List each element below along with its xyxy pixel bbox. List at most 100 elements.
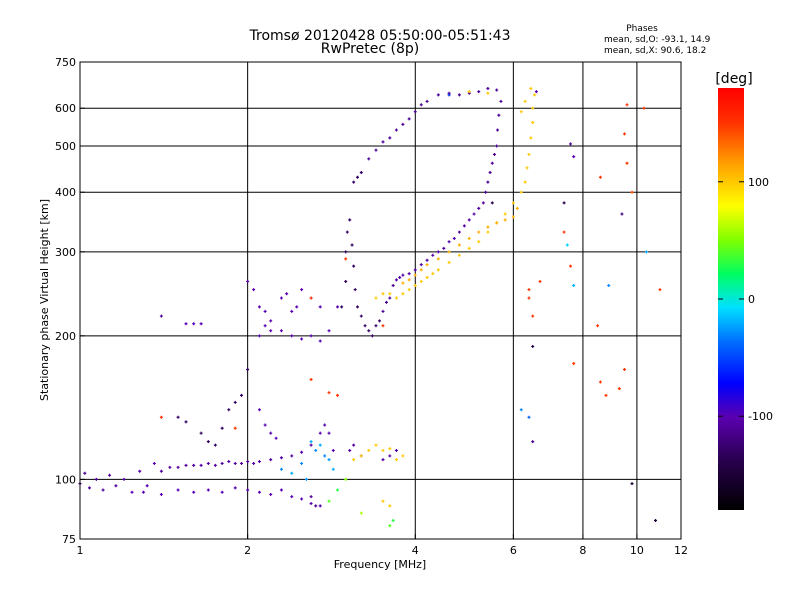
data-point xyxy=(378,319,382,323)
data-point xyxy=(274,436,278,440)
data-point xyxy=(252,461,256,465)
data-point xyxy=(436,93,440,97)
data-point xyxy=(447,240,451,244)
data-point xyxy=(353,288,357,292)
data-point xyxy=(644,250,648,254)
data-point xyxy=(622,132,626,136)
data-point xyxy=(374,443,378,447)
data-point xyxy=(519,190,523,194)
data-point xyxy=(486,230,490,234)
data-point xyxy=(233,461,237,465)
data-point xyxy=(227,460,231,464)
data-point xyxy=(336,393,340,397)
data-point xyxy=(340,305,344,309)
plot-frame xyxy=(79,61,682,540)
colorbar-label: [deg] xyxy=(715,71,752,87)
data-point xyxy=(318,431,322,435)
data-point xyxy=(374,324,378,328)
data-point xyxy=(531,440,535,444)
data-point xyxy=(295,305,299,309)
data-point xyxy=(309,495,313,499)
y-tick-label: 100 xyxy=(55,473,76,486)
data-point xyxy=(359,454,363,458)
data-point xyxy=(381,448,385,452)
x-tick-label: 8 xyxy=(579,544,586,557)
data-point xyxy=(348,218,352,222)
data-point xyxy=(227,408,231,412)
data-point xyxy=(457,253,461,257)
data-point xyxy=(323,423,327,427)
x-axis-ticks: 1 2 4 6 8 10 12 xyxy=(77,534,688,557)
data-point xyxy=(572,361,576,365)
data-point xyxy=(381,292,385,296)
data-point xyxy=(630,190,634,194)
data-point xyxy=(407,272,411,276)
data-point xyxy=(496,128,500,132)
data-point xyxy=(391,519,395,523)
data-point xyxy=(263,324,267,328)
colorbar-tick-label: 100 xyxy=(748,176,769,189)
y-tick-label: 200 xyxy=(55,330,76,343)
data-point xyxy=(327,458,331,462)
data-point xyxy=(562,201,566,205)
data-point xyxy=(359,170,363,174)
data-point xyxy=(467,218,471,222)
data-point xyxy=(490,201,494,205)
data-point xyxy=(138,469,142,473)
data-point xyxy=(529,136,533,140)
colorbar-tick-label: -100 xyxy=(748,410,773,423)
data-point xyxy=(523,180,527,184)
data-point xyxy=(622,367,626,371)
data-point xyxy=(176,415,180,419)
data-point xyxy=(413,268,417,272)
data-point xyxy=(467,90,471,94)
data-point xyxy=(394,128,398,132)
data-point xyxy=(472,212,476,216)
data-point xyxy=(314,504,318,508)
data-point xyxy=(562,230,566,234)
data-point xyxy=(152,461,156,465)
data-point xyxy=(257,305,261,309)
x-tick-label: 12 xyxy=(674,544,688,557)
data-point xyxy=(413,273,417,277)
data-point xyxy=(391,283,395,287)
data-point xyxy=(279,467,283,471)
data-point xyxy=(246,460,250,464)
y-tick-label: 75 xyxy=(62,533,76,546)
x-tick-label: 1 xyxy=(77,544,84,557)
data-point xyxy=(309,443,313,447)
y-tick-label: 750 xyxy=(55,56,76,69)
data-point xyxy=(246,279,250,283)
data-point xyxy=(401,273,405,277)
data-point xyxy=(184,463,188,467)
data-point xyxy=(490,161,494,165)
data-point xyxy=(252,288,256,292)
data-point xyxy=(246,488,250,492)
data-point xyxy=(529,86,533,90)
data-point xyxy=(503,212,507,216)
data-point xyxy=(359,314,363,318)
data-point xyxy=(447,260,451,264)
data-point xyxy=(658,288,662,292)
data-point xyxy=(279,329,283,333)
data-point xyxy=(495,88,499,92)
data-point xyxy=(381,458,385,462)
data-point xyxy=(356,175,360,179)
data-point xyxy=(425,258,429,262)
data-point xyxy=(394,296,398,300)
data-point xyxy=(345,230,349,234)
data-point xyxy=(352,443,356,447)
data-point xyxy=(370,334,374,338)
data-point xyxy=(477,240,481,244)
data-point xyxy=(101,488,105,492)
data-point xyxy=(206,488,210,492)
data-point xyxy=(374,148,378,152)
plot-area xyxy=(80,62,681,539)
data-point xyxy=(257,334,261,338)
data-point xyxy=(503,218,507,222)
data-point xyxy=(394,458,398,462)
data-point xyxy=(642,106,646,110)
chart-subtitle: RwPretec (8p) xyxy=(321,41,419,57)
data-point xyxy=(527,296,531,300)
data-point xyxy=(620,212,624,216)
